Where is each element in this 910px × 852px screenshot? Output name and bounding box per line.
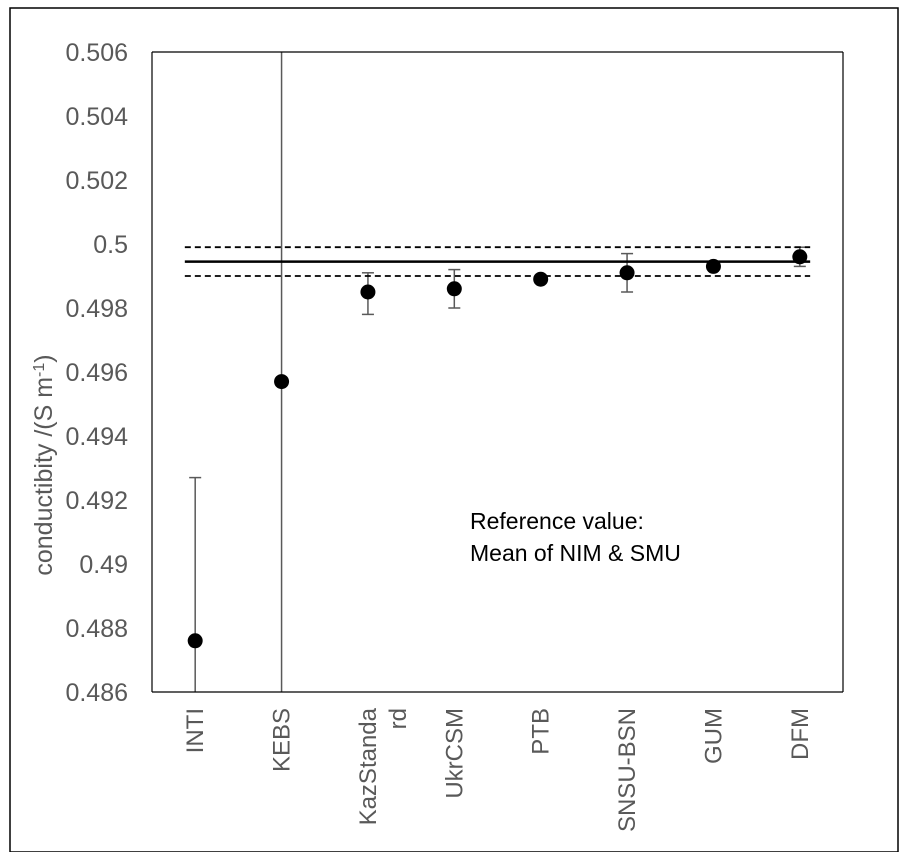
data-point [705, 258, 721, 274]
chart-frame [9, 7, 899, 852]
data-point [619, 265, 635, 281]
y-tick-labels: 0.486 0.488 0.49 0.492 0.494 0.496 0.498 0.5 0.5… [65, 39, 128, 707]
x-category-label-part: rd [385, 708, 412, 729]
data-point [533, 271, 549, 287]
y-axis-label-end: ) [30, 354, 58, 362]
y-tick-label: 0.502 [65, 167, 128, 195]
data-point [274, 374, 290, 390]
y-tick-label: 0.5 [93, 231, 128, 259]
y-tick-label: 0.492 [65, 487, 128, 515]
y-tick-label: 0.486 [65, 679, 128, 707]
data-point [446, 281, 462, 297]
x-category-label: PTB [528, 708, 555, 755]
y-axis-label-sup: -1 [31, 363, 48, 377]
x-category-label: KazStanda rd [355, 707, 412, 825]
x-category-label: UkrCSM [441, 708, 468, 799]
data-point [792, 249, 808, 265]
reference-lines [184, 246, 811, 277]
y-tick-label: 0.496 [65, 359, 128, 387]
x-category-label: SNSU-BSN [614, 708, 641, 832]
y-axis-label: conductibity /(S m-1) [30, 354, 58, 575]
y-tick-label: 0.506 [65, 39, 128, 67]
y-tick-label: 0.49 [79, 551, 128, 579]
x-category-label: DFM [787, 708, 814, 760]
error-bars [189, 52, 806, 692]
x-category-labels: INTI KEBS KazStanda rd UkrCSM PTB SNSU-BSN GUM D… [182, 707, 814, 832]
annotation-line-1: Reference value: [470, 508, 644, 534]
x-category-label: GUM [700, 708, 727, 764]
x-category-label-part: KazStanda [355, 707, 382, 825]
y-tick-label: 0.498 [65, 295, 128, 323]
y-tick-label: 0.494 [65, 423, 128, 451]
y-tick-label: 0.488 [65, 615, 128, 643]
y-axis-label-main: conductibity /(S m [30, 377, 58, 576]
annotation-line-2: Mean of NIM & SMU [470, 540, 681, 566]
y-tick-label: 0.504 [65, 103, 128, 131]
x-category-label: INTI [182, 708, 209, 753]
data-point [187, 633, 203, 649]
data-point [360, 284, 376, 300]
data-points [187, 249, 808, 649]
x-category-label: KEBS [269, 708, 296, 772]
